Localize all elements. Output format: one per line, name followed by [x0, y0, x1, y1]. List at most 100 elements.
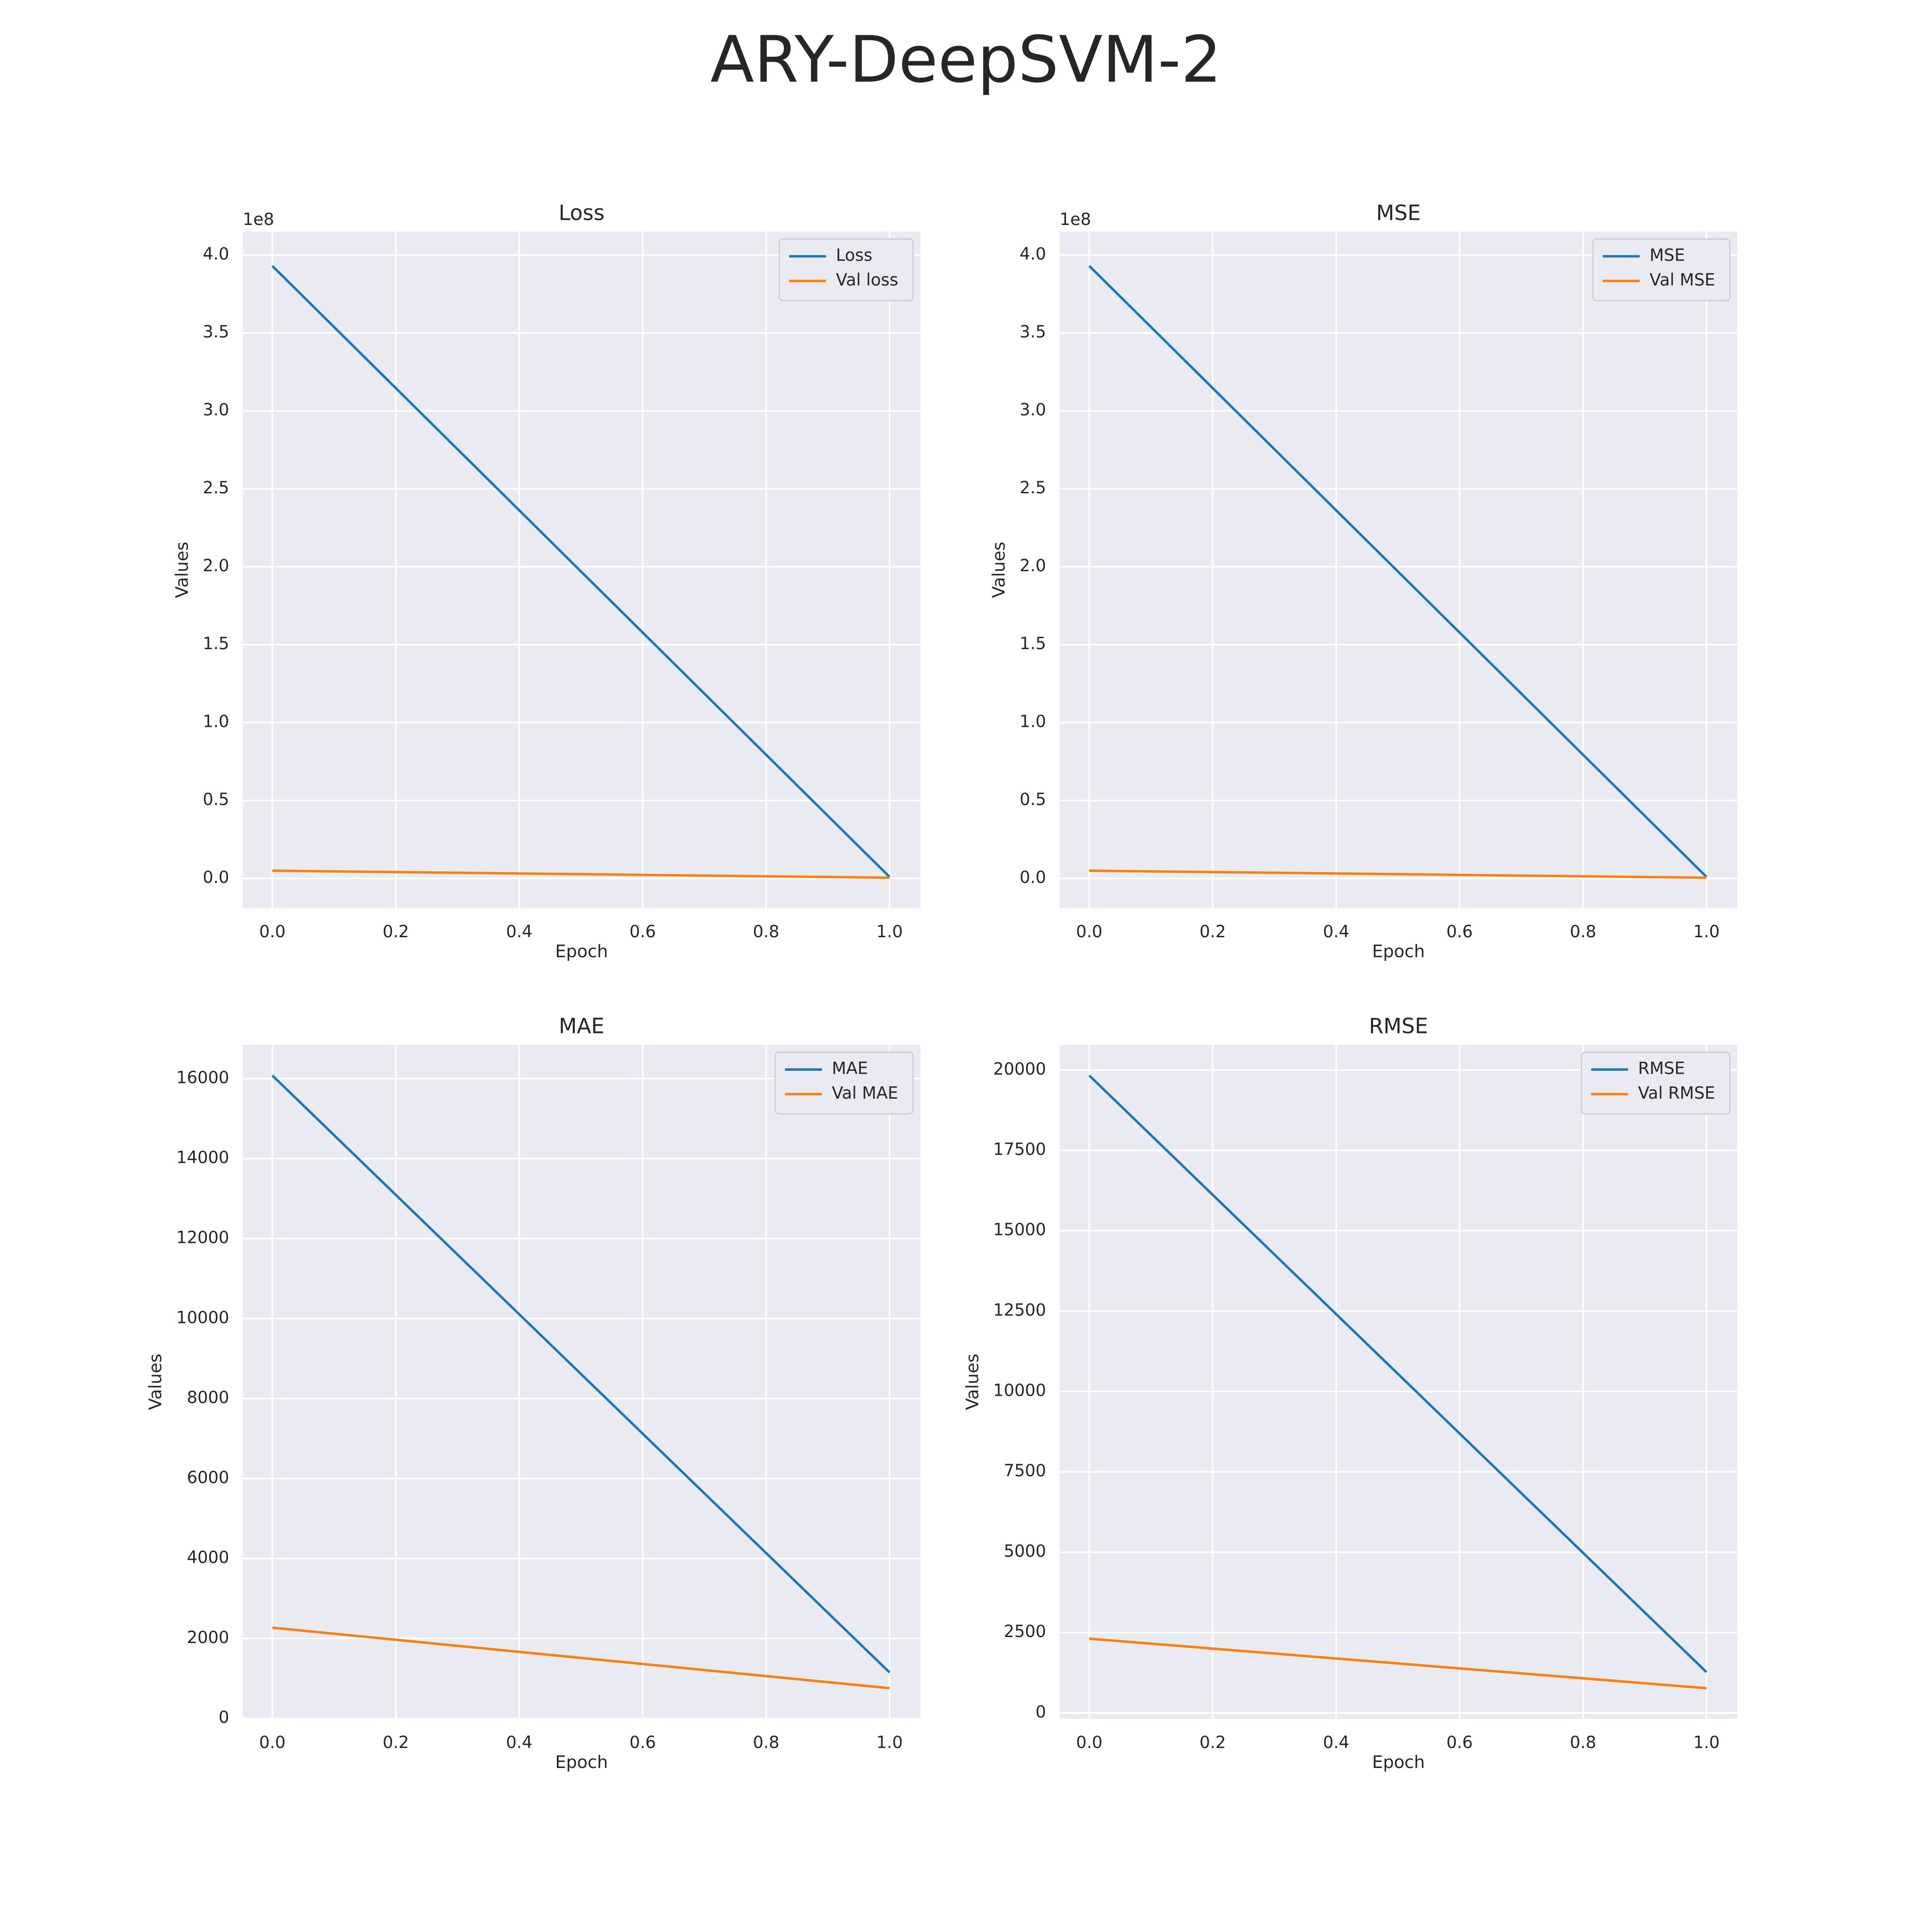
legend: MAE Val MAE: [775, 1051, 914, 1115]
data-line: [1089, 1637, 1707, 1690]
legend-label: Val RMSE: [1638, 1084, 1715, 1103]
x-tick-label: 0.4: [506, 1733, 533, 1752]
data-line: [272, 1626, 890, 1690]
x-tick-label: 0.2: [383, 922, 409, 942]
x-tick-label: 1.0: [1693, 1733, 1720, 1752]
legend-box: [1592, 238, 1731, 301]
y-tick-label: 0: [219, 1708, 229, 1727]
legend: Loss Val loss: [778, 238, 914, 301]
x-tick-label: 1.0: [876, 922, 903, 942]
y-tick-label: 10000: [176, 1308, 229, 1327]
x-tick-label: 0.0: [1076, 1733, 1103, 1752]
x-tick-label: 0.6: [1446, 1733, 1473, 1752]
y-tick-label: 0.5: [203, 790, 229, 809]
y-tick-label: 1.5: [1020, 634, 1046, 653]
y-tick-label: 0.0: [203, 868, 229, 887]
y-tick-label: 16000: [176, 1068, 229, 1088]
data-line: [271, 265, 890, 878]
x-axis-label: Epoch: [555, 1753, 608, 1772]
y-tick-label: 4.0: [203, 244, 229, 264]
y-tick-label: 2000: [187, 1628, 229, 1647]
subplot-title: RMSE: [1369, 1014, 1428, 1038]
x-tick-label: 0.8: [1570, 1733, 1596, 1752]
legend: RMSE Val RMSE: [1580, 1051, 1731, 1115]
data-line: [1088, 1074, 1707, 1673]
y-tick-label: 3.5: [1020, 322, 1046, 342]
y-tick-label: 14000: [176, 1148, 229, 1167]
x-tick-label: 0.8: [1570, 922, 1596, 942]
y-tick-label: 2.0: [203, 556, 229, 576]
y-tick-label: 4000: [187, 1548, 229, 1567]
legend-box: [778, 238, 914, 301]
data-line: [272, 869, 890, 879]
legend-label: Val loss: [836, 270, 898, 290]
y-tick-label: 15000: [993, 1220, 1046, 1239]
y-tick-label: 3.0: [1020, 401, 1046, 420]
figure-title: ARY-DeepSVM-2: [710, 22, 1221, 97]
x-tick-label: 0.2: [383, 1733, 409, 1752]
y-tick-label: 12500: [993, 1300, 1046, 1320]
x-tick-label: 1.0: [1693, 922, 1720, 942]
x-tick-label: 0.6: [629, 1733, 656, 1752]
x-tick-label: 0.2: [1200, 1733, 1226, 1752]
x-tick-label: 0.8: [753, 1733, 780, 1752]
y-axis-label: Values: [172, 542, 192, 598]
subplot: 0.0 0.2 0.4 0.6 0.8 1.0 0 2000 4000 6000 8000 10000…: [146, 1014, 920, 1772]
y-tick-label: 8000: [187, 1388, 229, 1407]
x-tick-label: 0.4: [506, 922, 533, 942]
x-tick-label: 1.0: [876, 1733, 903, 1752]
x-tick-label: 0.6: [1446, 922, 1473, 942]
y-tick-label: 1.5: [203, 634, 229, 653]
legend-label: Loss: [836, 246, 872, 265]
x-tick-label: 0.6: [629, 922, 656, 942]
subplot-title: MSE: [1376, 200, 1421, 225]
legend-label: RMSE: [1638, 1059, 1685, 1078]
y-tick-label: 17500: [993, 1140, 1046, 1159]
y-tick-label: 12000: [176, 1228, 229, 1247]
legend-box: [775, 1051, 914, 1115]
y-tick-label: 4.0: [1020, 244, 1046, 264]
legend-label: MAE: [832, 1059, 868, 1078]
x-tick-label: 0.0: [1076, 922, 1103, 942]
y-tick-label: 2500: [1004, 1622, 1046, 1641]
data-line: [1089, 869, 1707, 879]
y-tick-label: 10000: [993, 1381, 1046, 1400]
y-tick-label: 2.5: [203, 478, 229, 498]
y-offset-label: 1e8: [243, 210, 274, 229]
y-axis-label: Values: [989, 542, 1009, 598]
x-tick-label: 0.8: [753, 922, 780, 942]
y-tick-label: 3.0: [203, 401, 229, 420]
y-tick-label: 7500: [1004, 1461, 1046, 1481]
x-tick-label: 0.4: [1323, 1733, 1349, 1752]
data-line: [271, 1074, 890, 1674]
subplot: 0.0 0.2 0.4 0.6 0.8 1.0 0.0 0.5 1.0 1.5 2.0 2.5 3.0 3…: [989, 200, 1738, 961]
y-tick-label: 1.0: [1020, 712, 1046, 732]
legend: MSE Val MSE: [1592, 238, 1731, 301]
y-tick-label: 0: [1036, 1702, 1046, 1722]
legend-label: Val MAE: [832, 1084, 898, 1103]
subplot-title: MAE: [559, 1014, 604, 1038]
y-tick-label: 2.5: [1020, 478, 1046, 498]
y-axis-label: Values: [146, 1354, 166, 1410]
y-tick-label: 1.0: [203, 712, 229, 732]
legend-label: Val MSE: [1649, 270, 1715, 290]
subplot: 0.0 0.2 0.4 0.6 0.8 1.0 0.0 0.5 1.0 1.5 2.0 2.5 3.0 3…: [172, 200, 920, 961]
y-tick-label: 5000: [1004, 1542, 1046, 1561]
y-tick-label: 0.5: [1020, 790, 1046, 809]
subplot-title: Loss: [559, 200, 605, 225]
y-tick-label: 0.0: [1020, 868, 1046, 887]
y-tick-label: 20000: [993, 1060, 1046, 1079]
x-tick-label: 0.0: [259, 922, 286, 942]
y-offset-label: 1e8: [1060, 210, 1091, 229]
y-tick-label: 2.0: [1020, 556, 1046, 576]
x-tick-label: 0.4: [1323, 922, 1349, 942]
x-axis-label: Epoch: [1372, 1753, 1425, 1772]
y-tick-label: 3.5: [203, 322, 229, 342]
y-tick-label: 6000: [187, 1468, 229, 1487]
legend-label: MSE: [1649, 246, 1685, 265]
data-line: [1088, 265, 1707, 878]
y-axis-label: Values: [963, 1354, 982, 1410]
x-tick-label: 0.0: [259, 1733, 286, 1752]
